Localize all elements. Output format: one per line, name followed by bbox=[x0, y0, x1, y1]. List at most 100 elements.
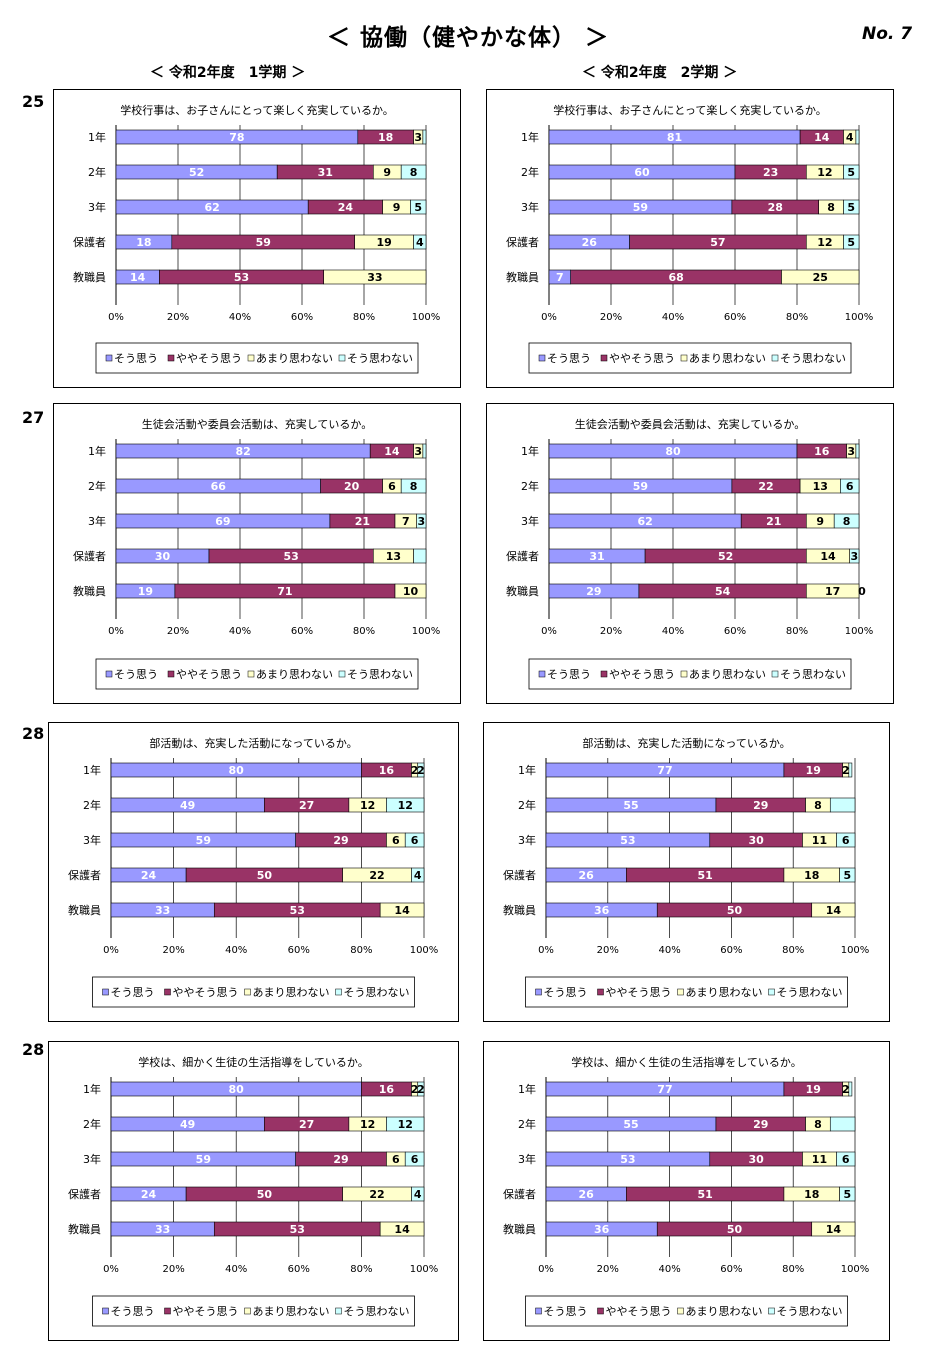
legend-swatch bbox=[105, 354, 113, 362]
legend-swatch bbox=[335, 988, 342, 996]
x-tick-label: 0% bbox=[541, 312, 557, 323]
x-tick-label: 40% bbox=[225, 1264, 247, 1275]
bar-segment bbox=[400, 478, 427, 494]
data-label: 54 bbox=[715, 585, 731, 598]
data-label: 31 bbox=[589, 550, 604, 563]
category-label: 教職員 bbox=[506, 585, 539, 598]
data-label: 49 bbox=[180, 1118, 195, 1131]
data-label: 8 bbox=[814, 799, 822, 812]
legend-swatch bbox=[680, 670, 688, 678]
bar-segment bbox=[400, 164, 427, 180]
data-label: 5 bbox=[414, 201, 422, 214]
legend-box bbox=[92, 1295, 415, 1327]
data-label: 6 bbox=[842, 834, 850, 847]
legend-label: そう思う bbox=[111, 1305, 155, 1318]
x-tick-label: 80% bbox=[786, 626, 808, 637]
bar-segment bbox=[781, 269, 860, 285]
category-label: 3年 bbox=[521, 514, 539, 528]
chart-panel: 学校行事は、お子さんにとって楽しく充実しているか。 0% 20% 40% 60% 80% 1… bbox=[53, 89, 461, 388]
bar-segment bbox=[386, 797, 425, 813]
legend-swatch bbox=[247, 670, 255, 678]
data-label: 24 bbox=[338, 201, 354, 214]
x-tick-label: 40% bbox=[225, 945, 247, 956]
data-label: 53 bbox=[283, 550, 298, 563]
legend-label: そう思わない bbox=[347, 352, 413, 365]
bar-segment bbox=[417, 1081, 425, 1097]
stacked-bar-chart: 生徒会活動や委員会活動は、充実しているか。 0% 20% 40% 60% 80% 100% 1… bbox=[506, 417, 873, 690]
data-label: 7 bbox=[556, 271, 564, 284]
legend-swatch bbox=[167, 670, 175, 678]
chart-title: 学校は、細かく生徒の生活指導をしているか。 bbox=[571, 1055, 801, 1069]
category-label: 教職員 bbox=[503, 1223, 536, 1236]
data-label: 80 bbox=[229, 1083, 245, 1096]
data-label: 14 bbox=[826, 904, 842, 917]
legend-swatch bbox=[338, 670, 346, 678]
data-label: 8 bbox=[843, 515, 851, 528]
data-label: 18 bbox=[804, 1188, 819, 1201]
x-tick-label: 100% bbox=[412, 312, 441, 323]
category-label: 保護者 bbox=[68, 868, 101, 882]
data-label: 69 bbox=[215, 515, 230, 528]
data-label: 19 bbox=[376, 236, 391, 249]
data-label: 71 bbox=[277, 585, 292, 598]
data-label: 14 bbox=[130, 271, 146, 284]
legend-label: あまり思わない bbox=[256, 668, 333, 681]
data-label: 82 bbox=[235, 445, 250, 458]
data-label: 17 bbox=[825, 585, 840, 598]
page-title: ＜ 協働（健やかな体） ＞ bbox=[326, 25, 609, 51]
x-tick-label: 40% bbox=[229, 312, 251, 323]
data-label: 6 bbox=[392, 834, 400, 847]
x-tick-label: 100% bbox=[841, 945, 870, 956]
category-label: 1年 bbox=[83, 1082, 101, 1096]
x-tick-label: 20% bbox=[600, 626, 622, 637]
x-tick-label: 0% bbox=[541, 626, 557, 637]
category-label: 1年 bbox=[518, 1082, 536, 1096]
data-label: 14 bbox=[814, 131, 830, 144]
data-label: 68 bbox=[668, 271, 683, 284]
x-tick-label: 40% bbox=[658, 945, 680, 956]
category-label: 2年 bbox=[521, 165, 539, 179]
legend-swatch bbox=[597, 988, 604, 996]
legend-label: ややそう思う bbox=[176, 352, 242, 365]
x-tick-label: 40% bbox=[229, 626, 251, 637]
data-label: 2 bbox=[411, 1083, 419, 1096]
legend-label: そう思わない bbox=[344, 986, 410, 999]
x-tick-label: 40% bbox=[658, 1264, 680, 1275]
data-label: 53 bbox=[290, 1223, 305, 1236]
legend-box bbox=[528, 342, 852, 374]
data-label: 57 bbox=[710, 236, 725, 249]
data-label: 60 bbox=[634, 166, 650, 179]
bar-segment bbox=[829, 1116, 856, 1132]
category-label: 教職員 bbox=[503, 904, 536, 917]
x-tick-label: 60% bbox=[720, 945, 742, 956]
bar-segment bbox=[404, 832, 425, 848]
stacked-bar-chart: 部活動は、充実した活動になっているか。 0% 20% 40% 60% 80% 100% 1年 8… bbox=[68, 736, 438, 1008]
category-label: 3年 bbox=[83, 833, 101, 847]
data-label: 4 bbox=[416, 236, 424, 249]
category-label: 教職員 bbox=[68, 1223, 101, 1236]
bar-segment bbox=[413, 234, 427, 250]
category-label: 保護者 bbox=[68, 1187, 101, 1201]
category-label: 3年 bbox=[88, 200, 106, 214]
x-tick-label: 20% bbox=[162, 945, 184, 956]
data-label: 30 bbox=[155, 550, 171, 563]
legend-swatch bbox=[597, 1307, 604, 1315]
data-label: 59 bbox=[633, 201, 648, 214]
bar-segment bbox=[422, 129, 427, 145]
data-label: 7 bbox=[402, 515, 410, 528]
legend-swatch bbox=[768, 1307, 775, 1315]
x-tick-label: 60% bbox=[724, 626, 746, 637]
legend-swatch bbox=[102, 988, 109, 996]
legend-label: あまり思わない bbox=[686, 986, 763, 999]
legend-swatch bbox=[768, 988, 775, 996]
bar-segment bbox=[811, 902, 856, 918]
data-label: 5 bbox=[843, 869, 851, 882]
data-label: 5 bbox=[843, 1188, 851, 1201]
data-label: 11 bbox=[812, 1153, 827, 1166]
data-label: 9 bbox=[393, 201, 401, 214]
category-label: 3年 bbox=[83, 1152, 101, 1166]
data-label: 66 bbox=[211, 480, 227, 493]
data-label: 53 bbox=[234, 271, 249, 284]
category-label: 1年 bbox=[83, 763, 101, 777]
data-label: 12 bbox=[398, 1118, 413, 1131]
